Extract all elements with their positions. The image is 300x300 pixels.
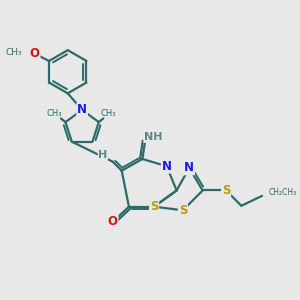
Text: NH: NH [144, 132, 162, 142]
Text: N: N [184, 161, 194, 175]
Text: S: S [178, 204, 187, 217]
Text: S: S [222, 184, 230, 197]
Text: H: H [98, 150, 107, 161]
Text: CH₂CH₃: CH₂CH₃ [268, 188, 297, 197]
Text: S: S [150, 200, 158, 213]
Text: O: O [30, 47, 40, 60]
Text: N: N [162, 160, 172, 173]
Text: CH₃: CH₃ [101, 110, 116, 118]
Text: CH₃: CH₃ [47, 110, 62, 118]
Text: CH₃: CH₃ [5, 48, 22, 57]
Text: N: N [77, 103, 87, 116]
Text: O: O [108, 215, 118, 229]
